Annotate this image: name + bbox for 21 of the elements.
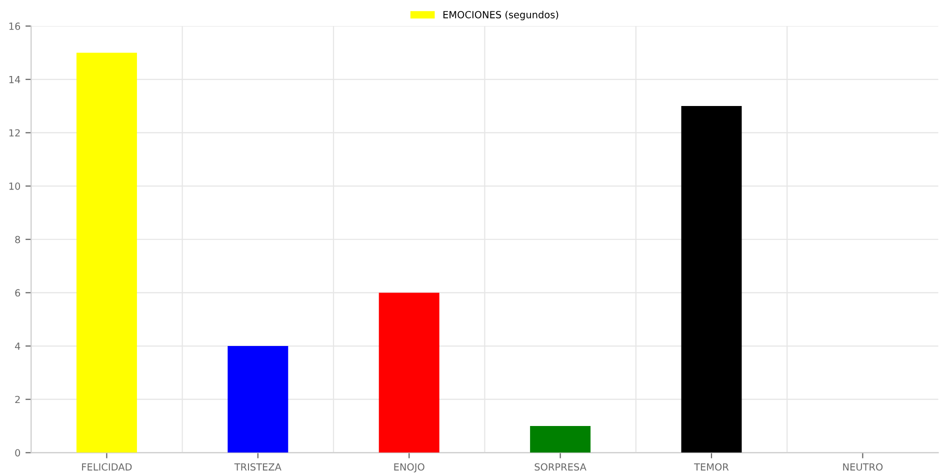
y-tick-label: 8 xyxy=(15,236,20,244)
x-tick-label: TRISTEZA xyxy=(234,463,282,471)
bar xyxy=(76,52,137,453)
y-tick-label: 14 xyxy=(9,76,20,84)
x-tick-label: ENOJO xyxy=(394,463,424,472)
x-tick-label: NEUTRO xyxy=(843,463,883,471)
bar xyxy=(681,106,742,453)
bar xyxy=(378,292,440,453)
bar xyxy=(228,346,288,453)
y-tick-label: 6 xyxy=(15,289,20,297)
y-tick-label: 0 xyxy=(15,449,20,456)
y-tick-label: 4 xyxy=(14,342,20,350)
x-tick-label: FELICIDAD xyxy=(82,463,132,471)
x-tick-label: TEMOR xyxy=(694,463,729,471)
x-tick-label: SORPRESA xyxy=(534,463,586,471)
y-tick-label: 10 xyxy=(9,182,20,190)
bar xyxy=(530,426,591,453)
y-tick-label: 12 xyxy=(9,129,20,136)
legend-label: EMOCIONES (segundos) xyxy=(443,10,558,20)
y-tick-label: 2 xyxy=(15,396,20,404)
y-tick-label: 16 xyxy=(9,22,20,30)
